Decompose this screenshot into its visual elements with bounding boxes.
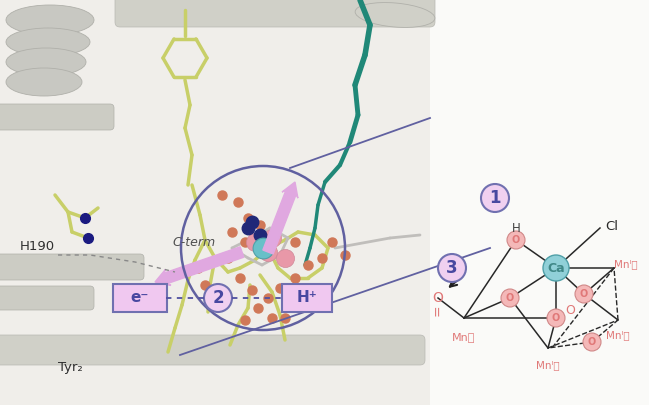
Text: O: O	[565, 305, 575, 318]
Ellipse shape	[355, 2, 435, 28]
Text: 2: 2	[212, 289, 224, 307]
Text: Mnᴵᵜ: Mnᴵᵜ	[536, 360, 560, 370]
Text: O: O	[433, 291, 443, 305]
Text: 3: 3	[447, 259, 458, 277]
Text: =: =	[431, 304, 445, 316]
Text: Mnᴵᵜ: Mnᴵᵜ	[614, 259, 637, 269]
FancyBboxPatch shape	[0, 335, 425, 365]
Circle shape	[583, 333, 601, 351]
FancyBboxPatch shape	[0, 104, 114, 130]
FancyBboxPatch shape	[113, 284, 167, 312]
Text: O: O	[512, 235, 520, 245]
Text: O: O	[580, 289, 588, 299]
Text: 1: 1	[489, 189, 501, 207]
Text: C-term: C-term	[172, 237, 215, 249]
Circle shape	[547, 309, 565, 327]
Circle shape	[575, 285, 593, 303]
Text: O: O	[588, 337, 596, 347]
Text: Tyr₂: Tyr₂	[58, 362, 83, 375]
FancyBboxPatch shape	[0, 254, 144, 280]
FancyBboxPatch shape	[282, 284, 332, 312]
Bar	[0, 0, 430, 405]
Circle shape	[204, 284, 232, 312]
Text: O: O	[552, 313, 560, 323]
Circle shape	[501, 289, 519, 307]
Text: O: O	[506, 293, 514, 303]
FancyBboxPatch shape	[115, 0, 435, 27]
Ellipse shape	[6, 28, 90, 56]
Ellipse shape	[6, 68, 82, 96]
Text: Mnᵜ: Mnᵜ	[452, 332, 476, 342]
Text: Cl: Cl	[605, 220, 618, 232]
FancyArrow shape	[155, 247, 244, 286]
Circle shape	[481, 184, 509, 212]
Text: H: H	[511, 222, 520, 234]
Bar	[430, 0, 649, 405]
Text: e⁻: e⁻	[131, 290, 149, 305]
Circle shape	[543, 255, 569, 281]
Ellipse shape	[6, 48, 86, 76]
Circle shape	[438, 254, 466, 282]
Text: H190: H190	[20, 241, 55, 254]
Circle shape	[507, 231, 525, 249]
Text: Mnᴵᵜ: Mnᴵᵜ	[606, 330, 630, 340]
FancyArrow shape	[263, 182, 298, 254]
FancyBboxPatch shape	[0, 286, 94, 310]
Text: Ca: Ca	[547, 262, 565, 275]
Text: H⁺: H⁺	[297, 290, 317, 305]
Ellipse shape	[6, 5, 94, 35]
